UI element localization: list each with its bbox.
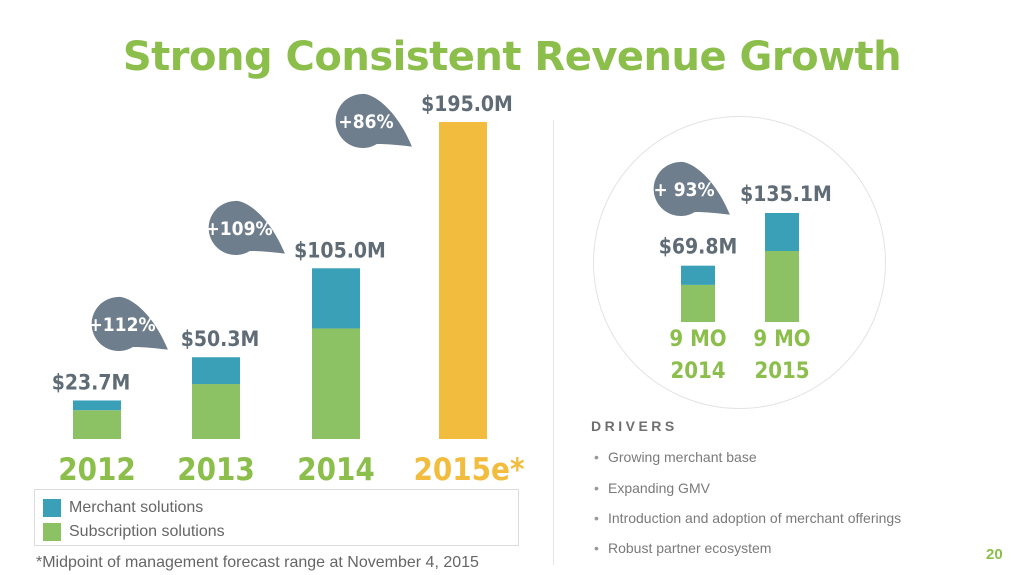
category-label: 2015: [754, 359, 809, 384]
category-label: 2012: [58, 452, 136, 488]
growth-bubble-label: +86%: [338, 111, 393, 133]
driver-text: Introduction and adoption of merchant of…: [608, 510, 902, 526]
driver-text: Expanding GMV: [608, 480, 710, 496]
category-label: 2015e*: [413, 452, 525, 488]
category-label: 9 MO: [669, 327, 726, 352]
bar-subscription: [73, 410, 121, 439]
driver-text: Growing merchant base: [608, 449, 757, 465]
driver-item: • Introduction and adoption of merchant o…: [594, 510, 901, 526]
nine-month-circle: [593, 116, 886, 409]
merchant-swatch: [43, 499, 61, 517]
subscription-swatch: [43, 523, 61, 541]
bullet-icon: •: [594, 449, 599, 465]
growth-bubble: [653, 161, 730, 216]
bullet-icon: •: [594, 480, 599, 496]
bar-merchant: [765, 213, 799, 252]
driver-item: • Growing merchant base: [594, 449, 757, 465]
total-label: $195.0M: [421, 92, 513, 116]
driver-text: Robust partner ecosystem: [608, 540, 772, 556]
bar-merchant: [73, 400, 121, 411]
bar-subscription: [192, 384, 240, 439]
bar-estimate: [439, 122, 487, 439]
total-label: $69.8M: [659, 235, 738, 259]
growth-bubble: [91, 296, 168, 351]
bullet-icon: •: [594, 510, 599, 526]
total-label: $50.3M: [181, 327, 260, 351]
bar-merchant: [312, 268, 360, 329]
growth-bubble-label: +109%: [205, 218, 272, 240]
legend: Merchant solutions Subscription solution…: [34, 489, 519, 546]
bar-merchant: [192, 357, 240, 385]
category-label: 2013: [177, 452, 255, 488]
page-number: 20: [986, 546, 1003, 563]
growth-bubble: [335, 93, 412, 148]
bar-subscription: [765, 251, 799, 322]
bar-merchant: [681, 265, 715, 285]
driver-item: • Robust partner ecosystem: [594, 540, 771, 556]
bullet-icon: •: [594, 540, 599, 556]
footnote: *Midpoint of management forecast range a…: [36, 554, 479, 571]
total-label: $105.0M: [294, 238, 386, 262]
legend-item-merchant: Merchant solutions: [43, 499, 204, 517]
category-label: 9 MO: [753, 327, 810, 352]
bar-subscription: [681, 284, 715, 322]
total-label: $135.1M: [740, 182, 832, 206]
category-label: 2014: [670, 359, 725, 384]
slide-title: Strong Consistent Revenue Growth: [122, 34, 902, 80]
legend-subscription-label: Subscription solutions: [69, 523, 225, 540]
total-label: $23.7M: [52, 370, 131, 394]
divider: [553, 120, 554, 565]
growth-bubble-label: +112%: [88, 314, 155, 336]
bar-subscription: [312, 328, 360, 439]
driver-item: • Expanding GMV: [594, 480, 710, 496]
growth-bubble-label: + 93%: [653, 179, 714, 201]
legend-merchant-label: Merchant solutions: [69, 499, 204, 516]
category-label: 2014: [297, 452, 375, 488]
drivers-title: DRIVERS: [591, 418, 678, 434]
legend-item-subscription: Subscription solutions: [43, 523, 225, 541]
growth-bubble: [208, 200, 285, 255]
